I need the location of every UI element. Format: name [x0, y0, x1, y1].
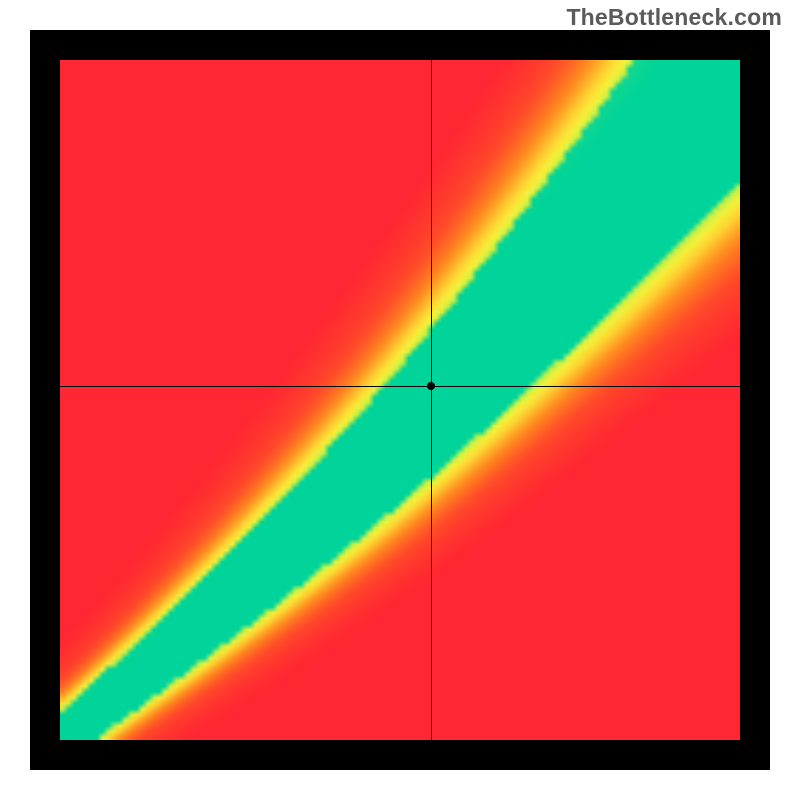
bottleneck-heatmap: [60, 60, 740, 740]
watermark-text: TheBottleneck.com: [566, 4, 782, 31]
crosshair-vertical: [431, 60, 432, 740]
crosshair-horizontal: [60, 386, 740, 387]
crosshair-marker-dot: [427, 382, 435, 390]
